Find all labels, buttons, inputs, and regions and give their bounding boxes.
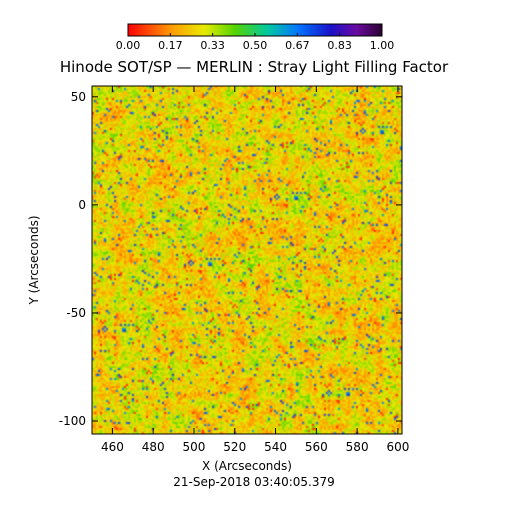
y-axis-ticks: 50 0 -50 -100	[59, 90, 402, 428]
y-tick-label: 50	[71, 90, 86, 104]
y-tick-label: -100	[59, 414, 86, 428]
colorbar-tick-label: 0.67	[285, 39, 310, 52]
heatmap-raster	[92, 86, 402, 434]
colorbar-tick-label: 0.00	[116, 39, 141, 52]
colorbar-tick-label: 1.00	[370, 39, 395, 52]
plot-frame	[91, 85, 403, 435]
x-tick-label: 560	[305, 440, 328, 454]
colorbar-tick-label: 0.33	[200, 39, 225, 52]
x-axis-ticks: 460 480 500 520 540 560 580 600	[101, 86, 409, 454]
x-tick-label: 460	[101, 440, 124, 454]
colorbar-tick-label: 0.17	[158, 39, 183, 52]
y-axis-label: Y (Arcseconds)	[27, 215, 41, 305]
x-tick-label: 500	[183, 440, 206, 454]
x-tick-label: 540	[264, 440, 287, 454]
x-tick-label: 480	[142, 440, 165, 454]
colorbar-tick-label: 0.83	[327, 39, 352, 52]
x-tick-label: 600	[386, 440, 409, 454]
heatmap-image	[92, 86, 402, 434]
y-tick-label: -50	[66, 306, 86, 320]
x-axis-label: X (Arcseconds)	[202, 459, 292, 473]
colorbar-tick-label: 0.50	[243, 39, 268, 52]
colorbar: 0.00 0.17 0.33 0.50 0.67 0.83 1.00	[116, 23, 395, 52]
y-tick-label: 0	[78, 198, 86, 212]
colorbar-ticks: 0.00 0.17 0.33 0.50 0.67 0.83 1.00	[116, 33, 395, 52]
x-tick-label: 580	[346, 440, 369, 454]
x-tick-label: 520	[223, 440, 246, 454]
timestamp: 21-Sep-2018 03:40:05.379	[173, 475, 335, 489]
chart-title: Hinode SOT/SP — MERLIN : Stray Light Fil…	[60, 58, 449, 76]
